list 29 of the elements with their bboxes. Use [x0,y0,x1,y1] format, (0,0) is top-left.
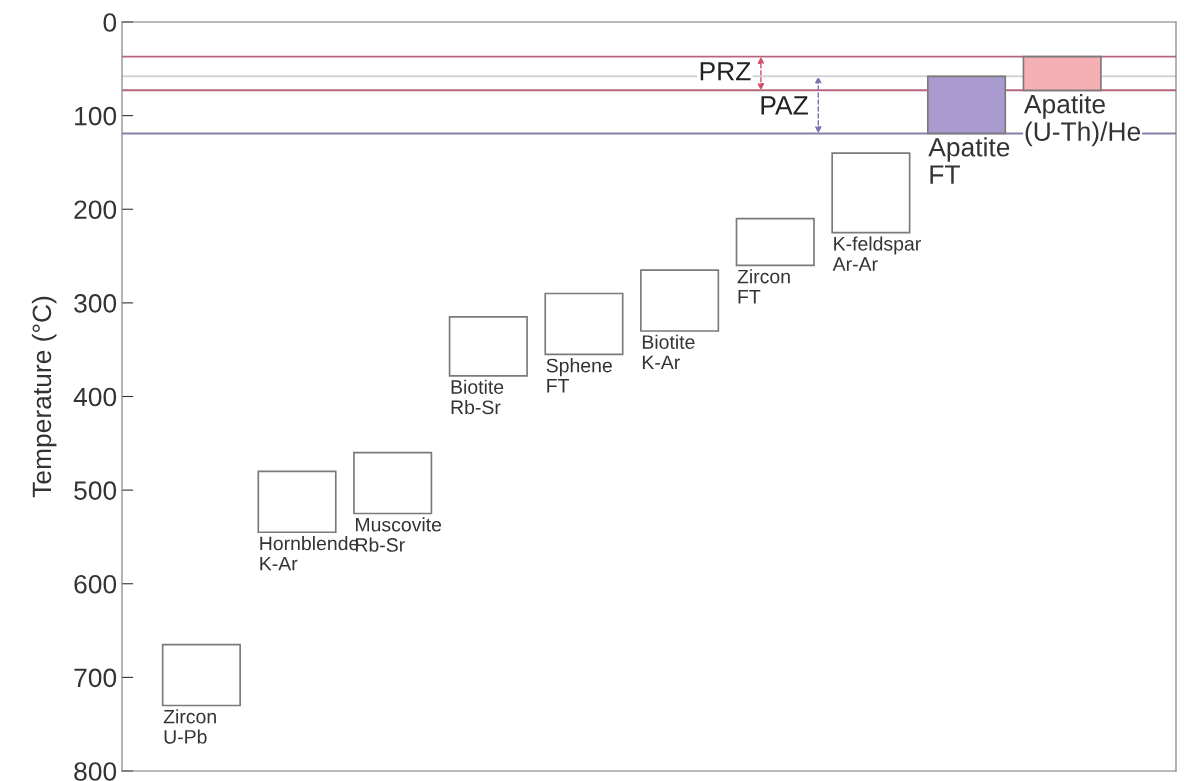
bar [735,217,815,267]
x-tick-label: K-feldspar Ar-Ar [832,236,921,271]
x-tick-label: Apatite (U-Th)/He [1023,94,1141,147]
bar [1022,55,1102,92]
bar [831,152,911,234]
y-tick-label: 600 [74,574,117,594]
y-tick-label: 700 [74,668,117,688]
bar [161,643,241,707]
bar [640,269,720,332]
y-tick-label: 300 [74,294,117,313]
x-tick-label: Zircon FT [737,269,790,304]
x-tick-label: Biotite K-Ar [642,334,695,370]
y-tick-label: 200 [74,200,117,220]
bar [257,470,337,534]
y-tick-label: 100 [75,106,117,126]
y-axis-title: Temperature (°C) [31,296,57,498]
y-tick-label: 800 [74,762,117,781]
annotation: PAZ [761,96,808,115]
annotation: PRZ [700,62,751,81]
x-tick-label: Apatite FT [928,137,1010,184]
y-tick-label: 500 [74,481,117,500]
x-tick-label: Sphene FT [546,358,612,393]
x-tick-label: Biotite Rb-Sr [451,379,504,415]
y-tick-label: 0 [103,13,117,32]
bar [544,292,624,356]
x-tick-label: Zircon U-Pb [163,709,216,744]
y-tick-label: 400 [73,387,117,407]
bar [448,316,528,377]
bar [353,451,433,515]
